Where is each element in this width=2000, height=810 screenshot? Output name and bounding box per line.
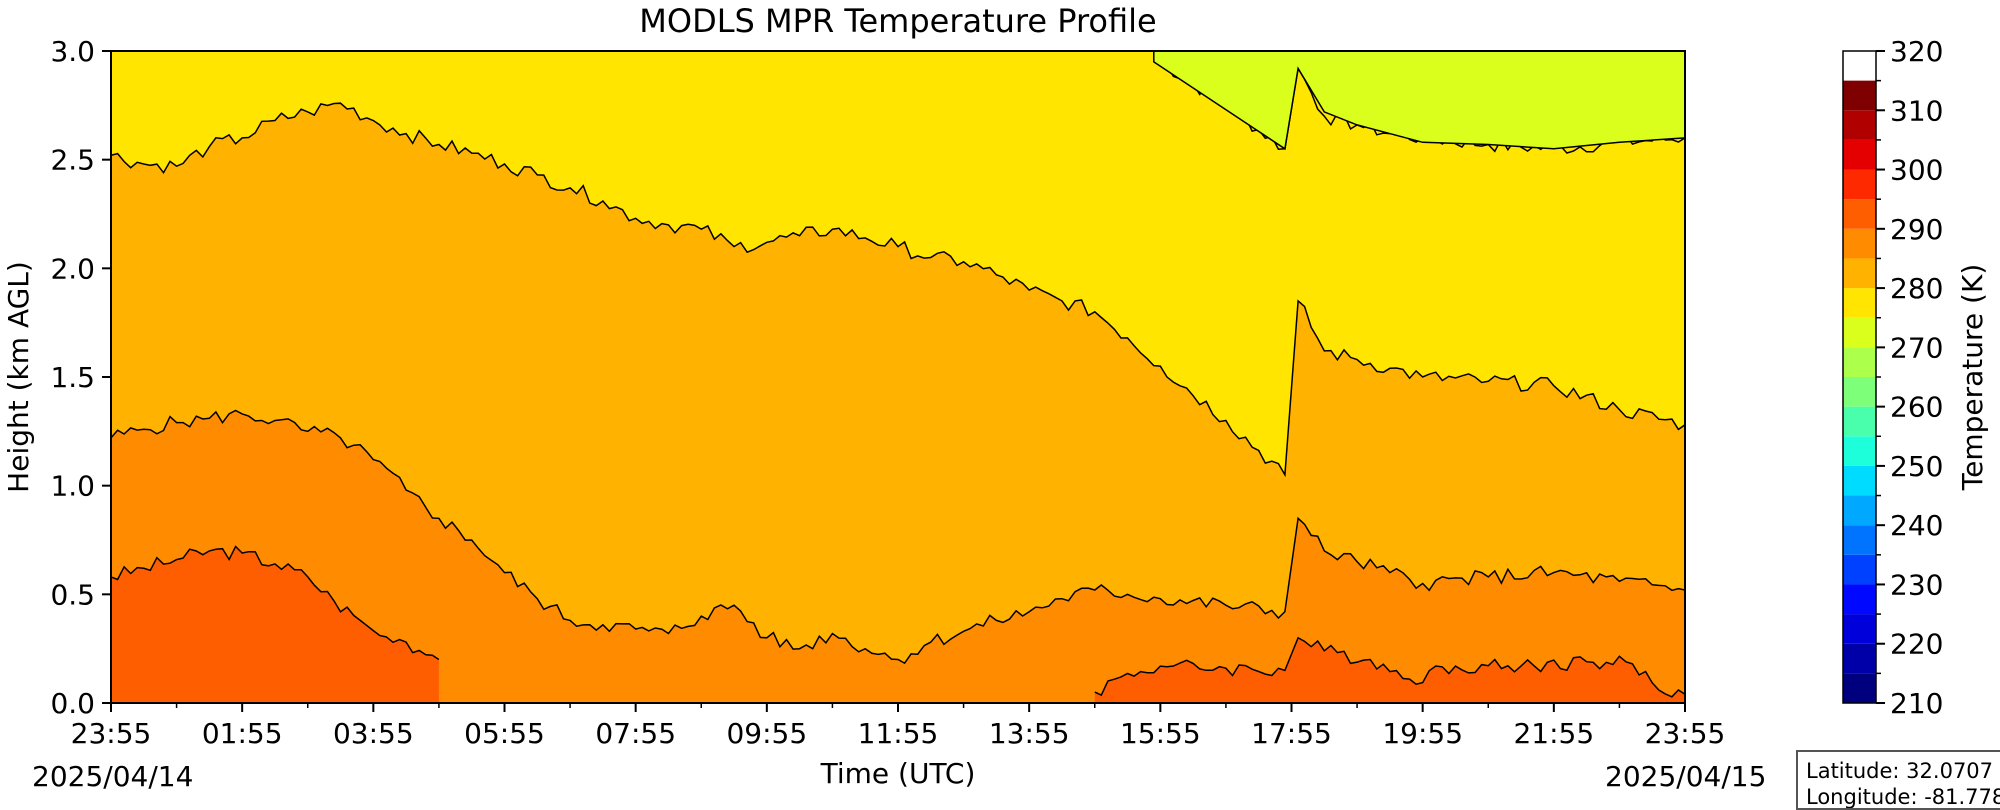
end-date-label: 2025/04/15 [1605, 760, 1766, 793]
colorbar-segment [1843, 465, 1876, 496]
colorbar-segment [1843, 110, 1876, 140]
x-tick-label: 11:55 [858, 717, 939, 750]
x-tick-label: 21:55 [1513, 717, 1594, 750]
colorbar-tick-label: 240 [1890, 509, 1943, 542]
colorbar-segment [1843, 169, 1876, 200]
x-tick-label: 17:55 [1251, 717, 1332, 750]
x-axis-label: Time (UTC) [820, 757, 976, 790]
temperature-band-295k [111, 410, 1685, 703]
x-tick-label: 03:55 [333, 717, 414, 750]
colorbar-tick-label: 270 [1890, 331, 1943, 364]
longitude-text: Longitude: -81.7787 [1806, 785, 2000, 809]
x-tick-label: 07:55 [595, 717, 676, 750]
colorbar: 210 220 230 240 250 260 270 280 290 300 310 320 [1842, 35, 1943, 720]
colorbar-segment [1843, 377, 1876, 407]
y-axis-label: Height (km AGL) [2, 261, 35, 493]
contour-line-290k [111, 102, 1685, 478]
temperature-band-290k [111, 103, 1685, 703]
x-tick-label: 01:55 [202, 717, 283, 750]
temperature-band-275k [1153, 51, 1685, 151]
colorbar-segment [1843, 495, 1876, 526]
colorbar-segment [1843, 228, 1876, 259]
colorbar-tick-label: 230 [1890, 568, 1943, 601]
colorbar-segment [1843, 317, 1876, 348]
colorbar-segment [1843, 436, 1876, 466]
colorbar-tick-label: 260 [1890, 391, 1943, 424]
contour-line-295k [111, 409, 1685, 665]
colorbar-segment [1843, 139, 1876, 170]
colorbar-tick-label: 210 [1890, 687, 1943, 720]
colorbar-tick-label: 290 [1890, 213, 1943, 246]
colorbar-segment [1843, 554, 1876, 585]
start-date-label: 2025/04/14 [32, 760, 193, 793]
colorbar-tick-label: 250 [1890, 450, 1943, 483]
x-tick-label: 05:55 [464, 717, 545, 750]
x-tick-label: 09:55 [726, 717, 807, 750]
location-info-box: Latitude: 32.0707 Longitude: -81.7787 [1796, 750, 2000, 810]
y-tick-label: 0.5 [50, 578, 95, 611]
y-tick-label: 3.0 [50, 35, 95, 68]
colorbar-segment [1843, 525, 1876, 555]
temperature-band-300k [1094, 637, 1685, 703]
x-tick-label: 15:55 [1120, 717, 1201, 750]
colorbar-tick-label: 300 [1890, 154, 1943, 187]
colorbar-segment [1843, 199, 1876, 229]
colorbar-segment [1843, 258, 1876, 289]
colorbar-segment [1843, 80, 1876, 111]
colorbar-segment [1843, 406, 1876, 437]
colorbar-tick-label: 320 [1890, 35, 1943, 68]
x-tick-label: 23:55 [71, 717, 152, 750]
latitude-text: Latitude: 32.0707 [1806, 759, 1994, 783]
contour-line-300k [1094, 636, 1685, 698]
colorbar-label: Temperature (K) [1956, 264, 1989, 491]
y-tick-label: 2.5 [50, 144, 95, 177]
colorbar-segment [1843, 347, 1876, 377]
colorbar-tick-label: 310 [1890, 94, 1943, 127]
y-tick-label: 1.5 [50, 361, 95, 394]
x-axis: 23:55 01:55 03:55 05:55 07:55 09:55 11:55 13:55… [71, 703, 1726, 750]
x-tick-label: 23:55 [1645, 717, 1726, 750]
colorbar-segment [1843, 673, 1876, 703]
y-tick-label: 1.0 [50, 470, 95, 503]
colorbar-segment [1843, 288, 1876, 318]
plot-area [111, 51, 1685, 703]
contour-line-300k [111, 545, 440, 661]
colorbar-segment [1843, 643, 1876, 674]
colorbar-tick-label: 280 [1890, 272, 1943, 305]
y-axis: 0.0 0.5 1.0 1.5 2.0 2.5 3.0 [50, 35, 111, 720]
chart-title: MODLS MPR Temperature Profile [639, 2, 1156, 40]
x-tick-label: 19:55 [1382, 717, 1463, 750]
colorbar-tick-label: 220 [1890, 628, 1943, 661]
colorbar-segment [1843, 614, 1876, 644]
y-tick-label: 0.0 [50, 687, 95, 720]
y-tick-label: 2.0 [50, 252, 95, 285]
temperature-band-300k [111, 546, 439, 703]
colorbar-segment [1843, 584, 1876, 615]
x-tick-label: 13:55 [989, 717, 1070, 750]
